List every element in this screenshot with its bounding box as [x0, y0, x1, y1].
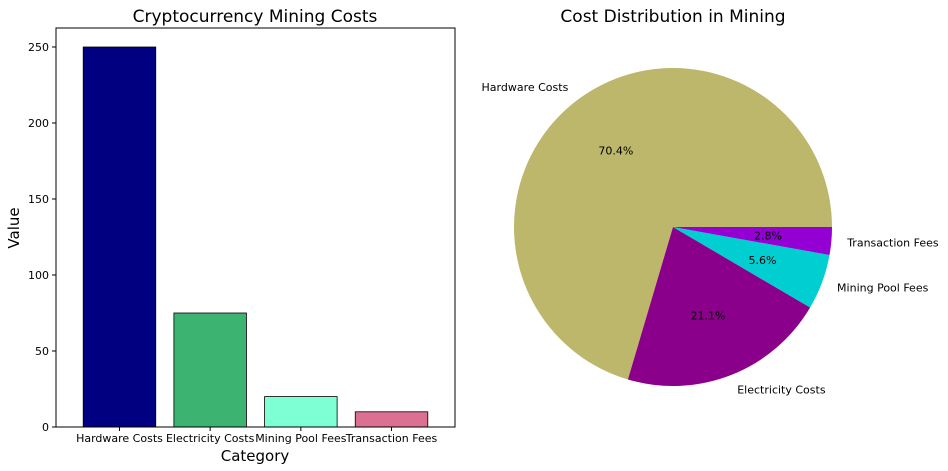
bar [264, 396, 338, 428]
pie-label: Mining Pool Fees [837, 282, 929, 295]
y-tick-label: 50 [35, 345, 49, 358]
y-tick-label: 0 [42, 421, 49, 434]
pie-slice [513, 67, 832, 380]
bars [82, 46, 429, 428]
pie-percent-label: 5.6% [749, 254, 777, 267]
pie-label: Hardware Costs [482, 81, 569, 94]
bar-chart: Cryptocurrency Mining Costs 0 50 100 150 200… [5, 7, 456, 465]
pie-slice [673, 227, 830, 308]
pie-label: Transaction Fees [846, 236, 939, 249]
pie-slice [673, 227, 832, 255]
bar [82, 46, 157, 428]
y-axis-label: Value [5, 207, 23, 248]
pie-percent-label: 2.8% [754, 229, 782, 242]
x-tick-label: Transaction Fees [345, 432, 438, 445]
x-axis-label: Category [221, 447, 290, 465]
bar [173, 312, 247, 428]
pie-slice [627, 227, 811, 386]
y-tick-label: 100 [28, 269, 49, 282]
pie-label: Electricity Costs [737, 384, 826, 397]
y-tick-label: 150 [28, 193, 49, 206]
bar-plot-frame [55, 27, 456, 428]
pie-chart-title: Cost Distribution in Mining [560, 7, 785, 27]
x-tick-label: Electricity Costs [166, 432, 255, 445]
pie-percent-label: 21.1% [691, 310, 726, 323]
x-tick-label: Hardware Costs [76, 432, 163, 445]
pie-labels: Hardware Costs 70.4% Electricity Costs 21.1… [482, 81, 939, 397]
x-tick-label: Mining Pool Fees [255, 432, 347, 445]
pie-chart: Cost Distribution in Mining Hardware Cos… [482, 7, 939, 397]
bar [354, 411, 429, 428]
y-tick-label: 200 [28, 117, 49, 130]
y-axis: 0 50 100 150 200 250 [28, 41, 56, 434]
x-axis: Hardware Costs Electricity Costs Mining Po… [76, 427, 437, 445]
pie-percent-label: 70.4% [598, 145, 633, 158]
y-tick-label: 250 [28, 41, 49, 54]
bar-chart-title: Cryptocurrency Mining Costs [133, 7, 378, 27]
pie-slices [513, 67, 832, 386]
